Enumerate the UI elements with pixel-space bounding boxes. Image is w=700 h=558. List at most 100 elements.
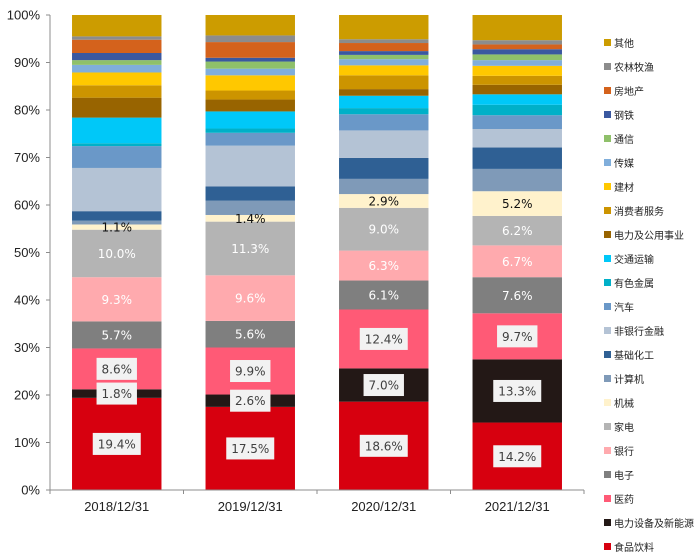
data-label: 17.5% — [231, 442, 269, 456]
legend: 其他 农林牧渔 房地产 钢铁 通信 传媒 建材 消费者服务 电力及公用事业 交通运输 有色金属 汽车非… — [604, 30, 700, 558]
data-label: 18.6% — [365, 439, 403, 453]
bar-segment — [472, 60, 562, 66]
bar-segment — [205, 61, 295, 69]
legend-item: 电力及公用事业 — [604, 222, 700, 246]
legend-label: 电子 — [614, 470, 634, 482]
bar-segment — [339, 39, 429, 44]
bar-segment — [472, 147, 562, 169]
bar-segment — [472, 54, 562, 61]
bar-segment — [205, 128, 295, 133]
bar-segment — [205, 214, 295, 222]
bar-segment — [72, 229, 162, 278]
legend-label: 通信 — [614, 134, 634, 146]
data-label: 5.2% — [502, 197, 533, 211]
bar-segment — [72, 143, 162, 147]
data-label: 2.6% — [235, 394, 266, 408]
x-tick-label: 2020/12/31 — [351, 499, 416, 514]
bar-segment — [339, 89, 429, 96]
legend-swatch — [604, 230, 611, 238]
bar-segment — [339, 65, 429, 76]
legend-item: 计算机 — [604, 366, 700, 390]
bar-segment — [339, 95, 429, 109]
legend-swatch — [604, 206, 611, 214]
data-label: 6.7% — [502, 255, 533, 269]
legend-swatch — [604, 470, 611, 478]
y-tick-label: 20% — [14, 388, 40, 403]
data-label-box — [230, 360, 271, 383]
data-label-box — [92, 432, 141, 455]
bar-segment — [472, 49, 562, 55]
bar-segment — [205, 200, 295, 215]
legend-swatch — [604, 350, 611, 358]
y-tick-label: 60% — [14, 198, 40, 213]
bar-segment — [472, 191, 562, 216]
bar-segment — [72, 321, 162, 349]
bar-segment — [339, 108, 429, 115]
bar-segment — [472, 75, 562, 85]
legend-swatch — [604, 542, 611, 550]
legend-item: 基础化工 — [604, 342, 700, 366]
legend-label: 消费者服务 — [614, 206, 664, 218]
data-label: 7.0% — [369, 379, 400, 393]
bar-segment — [472, 84, 562, 95]
data-label: 9.0% — [369, 223, 400, 237]
data-label: 2.9% — [369, 194, 400, 208]
bar-segment — [205, 99, 295, 112]
y-tick-label: 70% — [14, 150, 40, 165]
legend-label: 计算机 — [614, 374, 644, 386]
data-label: 10.0% — [98, 247, 136, 261]
bar-segment — [72, 64, 162, 73]
legend-item: 通信 — [604, 126, 700, 150]
data-label: 6.1% — [369, 289, 400, 303]
bar-segment — [205, 35, 295, 43]
legend-swatch — [604, 158, 611, 166]
legend-item: 传媒 — [604, 150, 700, 174]
bar-segment — [472, 104, 562, 116]
bar-segment — [472, 129, 562, 148]
bar-segment — [472, 277, 562, 314]
bar-segment — [472, 245, 562, 278]
legend-label: 基础化工 — [614, 350, 654, 362]
bar-segment — [339, 250, 429, 281]
legend-item: 钢铁 — [604, 102, 700, 126]
data-label-box — [493, 445, 542, 468]
legend-item: 电子 — [604, 462, 700, 486]
legend-swatch — [604, 494, 611, 502]
data-label: 9.6% — [235, 292, 266, 306]
bar-segment — [72, 277, 162, 322]
bar-segment — [205, 57, 295, 62]
legend-label: 食品饮料 — [614, 542, 654, 554]
bar-segment — [339, 43, 429, 52]
bar-segment — [472, 44, 562, 50]
legend-label: 房地产 — [614, 86, 644, 98]
legend-swatch — [604, 38, 611, 46]
data-label: 9.7% — [502, 330, 533, 344]
bar-segment — [72, 53, 162, 61]
bar-segment — [205, 111, 295, 129]
data-label-box — [359, 327, 408, 350]
data-label-box — [96, 382, 137, 405]
legend-label: 建材 — [614, 182, 634, 194]
data-label: 6.3% — [369, 259, 400, 273]
bar-segment — [205, 75, 295, 91]
bar-segment — [339, 54, 429, 60]
legend-label: 电力设备及新能源 — [614, 518, 694, 530]
bar-segment — [205, 320, 295, 348]
legend-label: 有色金属 — [614, 278, 654, 290]
legend-label: 医药 — [614, 494, 634, 506]
legend-label: 钢铁 — [614, 110, 634, 122]
legend-item: 建材 — [604, 174, 700, 198]
legend-swatch — [604, 374, 611, 382]
legend-swatch — [604, 182, 611, 190]
data-label-box — [230, 389, 271, 412]
x-axis: 2018/12/31 2019/12/31 2020/12/31 2021/12/31 — [49, 489, 585, 514]
data-label: 6.2% — [502, 224, 533, 238]
data-labels: 19.4% 1.8% 8.6% 5.7% 9.3% 10.0% 1.1% 17.5% 2.6% 9… — [92, 194, 542, 468]
legend-item: 非银行金融 — [604, 318, 700, 342]
bar-segment — [72, 72, 162, 86]
bar-segment — [205, 132, 295, 146]
data-label-box — [226, 437, 275, 460]
legend-label: 非银行金融 — [614, 326, 664, 338]
legend-label: 其他 — [614, 38, 634, 50]
legend-label: 汽车 — [614, 302, 634, 314]
